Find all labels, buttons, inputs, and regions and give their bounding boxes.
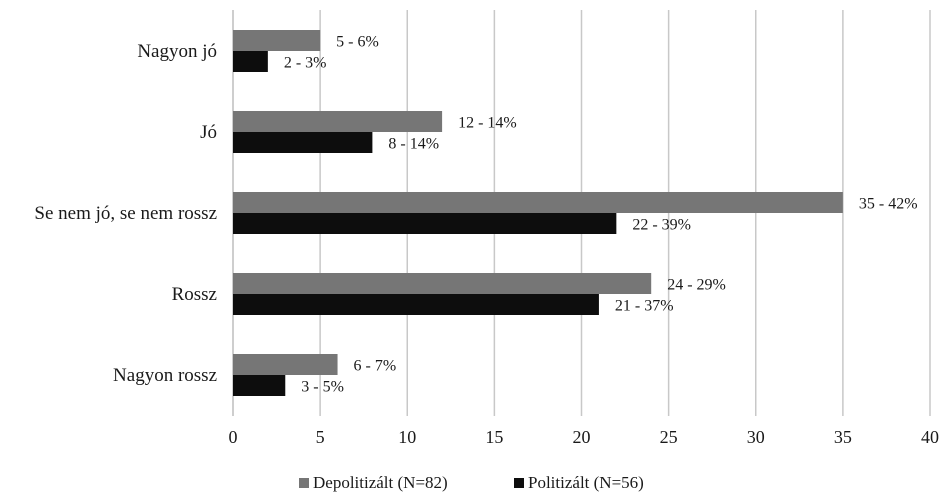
data-label-series-0-0: 5 - 6% <box>336 34 379 51</box>
bar-series-1-2 <box>233 213 617 234</box>
x-tick-label-0: 0 <box>229 427 238 447</box>
data-label-series-1-2: 22 - 39% <box>632 217 691 234</box>
category-label: Nagyon rossz <box>113 365 217 386</box>
x-tick-label-10: 10 <box>398 427 416 447</box>
bar-series-1-4 <box>233 375 286 396</box>
data-label-series-0-4: 6 - 7% <box>354 358 397 375</box>
bar-series-0-1 <box>233 111 443 132</box>
bar-series-0-3 <box>233 273 652 294</box>
bar-series-1-3 <box>233 294 599 315</box>
bar-series-1-0 <box>233 51 268 72</box>
x-tick-label-20: 20 <box>573 427 591 447</box>
data-labels: 5 - 6% 12 - 14% 35 - 42% 24 - 29% 6 - 7% 2 - … <box>284 34 918 396</box>
category-label: Nagyon jó <box>137 41 217 62</box>
legend-swatch-1 <box>514 478 524 488</box>
data-label-series-0-1: 12 - 14% <box>458 115 517 132</box>
bar-series-0-2 <box>233 192 843 213</box>
data-label-series-0-2: 35 - 42% <box>859 196 918 213</box>
x-tick-label-5: 5 <box>316 427 325 447</box>
legend: Depolitizált (N=82) Politizált (N=56) <box>299 473 644 492</box>
data-label-series-0-3: 24 - 29% <box>667 277 726 294</box>
data-label-series-1-3: 21 - 37% <box>615 298 674 315</box>
bar-series-0-0 <box>233 30 321 51</box>
x-tick-label-30: 30 <box>747 427 765 447</box>
data-label-series-1-4: 3 - 5% <box>301 379 344 396</box>
x-tick-label-40: 40 <box>921 427 939 447</box>
bar-series-0-4 <box>233 354 338 375</box>
axes: 0 5 10 15 20 25 30 35 40 Nagyon jó Jó Se nem jó, se… <box>34 41 939 447</box>
legend-label-0: Depolitizált (N=82) <box>313 473 448 492</box>
x-tick-label-35: 35 <box>834 427 852 447</box>
legend-swatch-0 <box>299 478 309 488</box>
data-label-series-1-1: 8 - 14% <box>388 136 439 153</box>
data-label-series-1-0: 2 - 3% <box>284 55 327 72</box>
legend-label-1: Politizált (N=56) <box>528 473 644 492</box>
category-label: Jó <box>200 122 217 143</box>
category-label: Rossz <box>172 284 217 305</box>
bar-series-1-1 <box>233 132 373 153</box>
x-tick-label-15: 15 <box>485 427 503 447</box>
x-tick-label-25: 25 <box>660 427 678 447</box>
bars <box>233 30 843 396</box>
category-label: Se nem jó, se nem rossz <box>34 203 217 224</box>
